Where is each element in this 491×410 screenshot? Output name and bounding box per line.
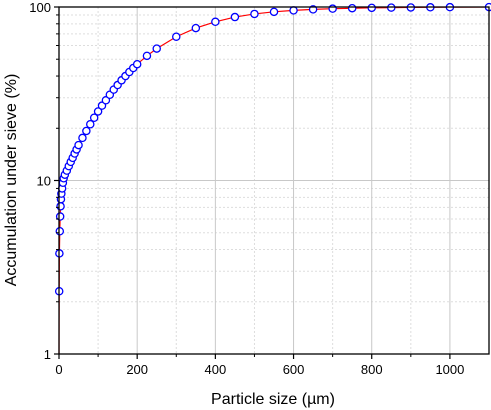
- x-tick-label: 800: [361, 362, 383, 377]
- data-point: [132, 59, 142, 69]
- ticks: 0 200 400 600 800 1000 1 10 100: [29, 0, 464, 377]
- data-point: [230, 12, 240, 22]
- x-tick-label: 400: [205, 362, 227, 377]
- data-point: [93, 107, 103, 116]
- data-point: [101, 96, 111, 105]
- data-point: [269, 7, 279, 17]
- data-point: [142, 51, 152, 61]
- x-tick-label: 600: [283, 362, 305, 377]
- data-point: [152, 44, 161, 53]
- data-point: [78, 133, 87, 143]
- x-tick-label: 1000: [435, 362, 464, 377]
- data-point: [211, 17, 220, 27]
- data-point: [289, 6, 298, 15]
- data-point: [56, 202, 65, 211]
- y-axis-label: Accumulation under sieve (%): [3, 74, 20, 287]
- data-point: [55, 226, 65, 236]
- data-point: [172, 32, 181, 41]
- data-point: [89, 113, 99, 122]
- y-tick-label: 100: [29, 0, 51, 15]
- data-point: [367, 3, 376, 13]
- data-point: [82, 126, 91, 136]
- data-point: [74, 140, 83, 150]
- y-tick-label: 10: [37, 174, 51, 189]
- data-point: [250, 9, 259, 19]
- x-tick-label: 200: [126, 362, 148, 377]
- marker-layer: [54, 2, 491, 296]
- data-point: [86, 119, 95, 129]
- data-point: [347, 3, 357, 13]
- y-tick-label: 1: [44, 347, 51, 362]
- data-point: [191, 23, 201, 33]
- x-axis-label: Particle size (µm): [211, 391, 335, 408]
- x-tick-label: 0: [55, 362, 62, 377]
- data-point: [328, 4, 337, 13]
